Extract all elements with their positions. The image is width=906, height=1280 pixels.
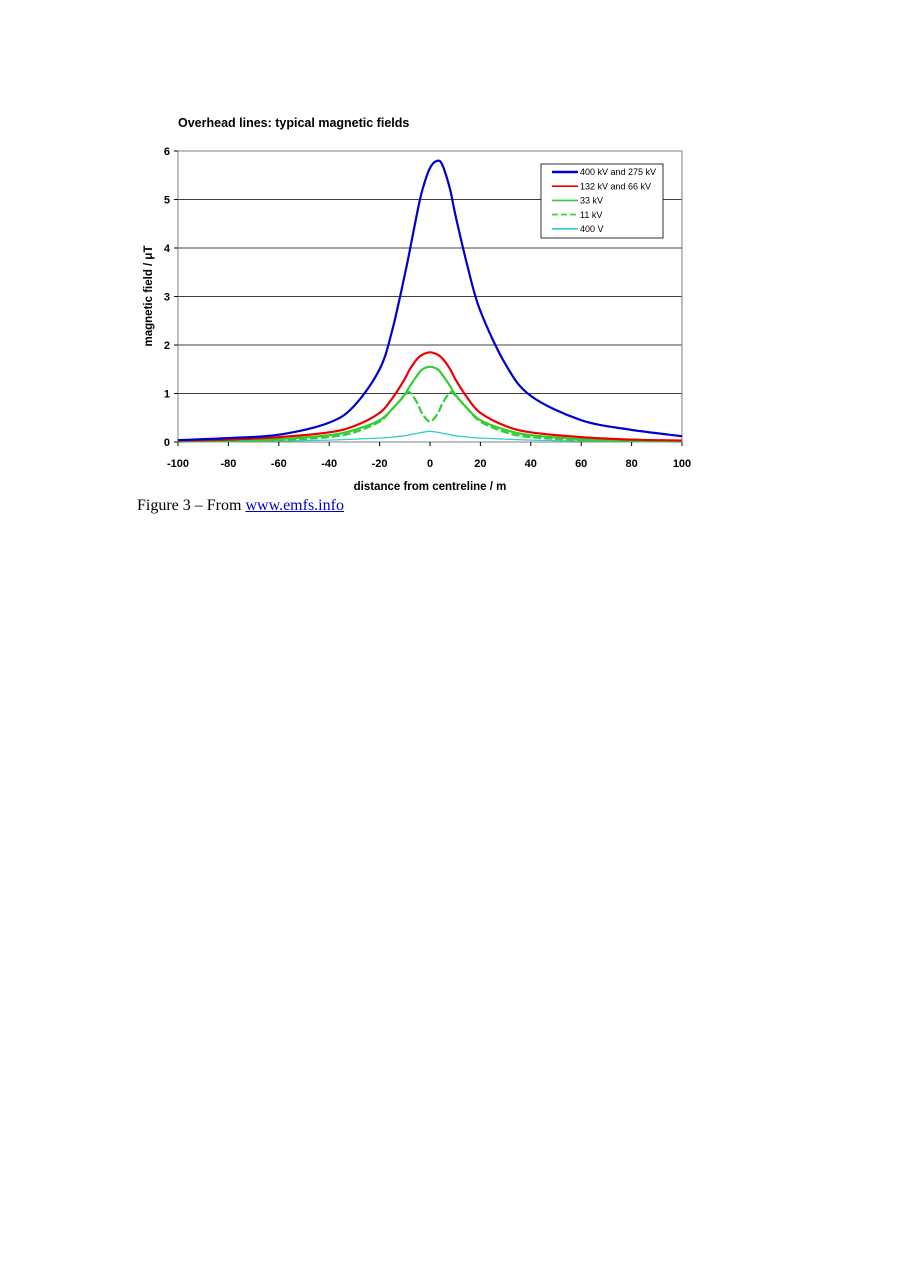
y-axis-label: magnetic field / μT (143, 246, 155, 347)
x-tick-label-8: 60 (575, 458, 587, 470)
legend-label-4: 400 V (580, 224, 604, 234)
y-tick-label-2: 2 (164, 340, 170, 352)
x-tick-label-5: 0 (427, 458, 433, 470)
series-lines (177, 159, 683, 443)
figure-caption: Figure 3 – From www.emfs.info (137, 497, 344, 515)
legend-label-2: 33 kV (580, 196, 603, 206)
legend: 400 kV and 275 kV 132 kV and 66 kV 33 kV 11… (540, 163, 664, 239)
x-axis: -100 -80 -60 -40 -20 0 20 40 60 80 100 (167, 442, 691, 470)
y-tick-label-1: 1 (164, 389, 170, 401)
x-tick-label-3: -40 (321, 458, 337, 470)
y-tick-label-5: 5 (164, 195, 170, 207)
caption-prefix: Figure 3 – From (137, 497, 246, 514)
legend-label-1: 132 kV and 66 kV (580, 181, 651, 191)
x-tick-label-2: -60 (271, 458, 287, 470)
x-tick-label-10: 100 (673, 458, 691, 470)
x-tick-label-7: 40 (525, 458, 537, 470)
y-tick-label-0: 0 (164, 437, 170, 449)
series-line-3 (177, 390, 683, 443)
y-tick-label-3: 3 (164, 292, 170, 304)
y-tick-label-4: 4 (164, 243, 171, 255)
caption-link[interactable]: www.emfs.info (245, 497, 344, 514)
x-tick-label-0: -100 (167, 458, 189, 470)
x-tick-label-6: 20 (474, 458, 486, 470)
x-tick-label-9: 80 (625, 458, 637, 470)
legend-label-0: 400 kV and 275 kV (580, 167, 656, 177)
series-line-0 (177, 159, 683, 442)
legend-label-3: 11 kV (580, 210, 602, 220)
chart-title: Overhead lines: typical magnetic fields (178, 116, 409, 130)
series-line-2 (177, 365, 683, 443)
y-tick-label-6: 6 (164, 146, 170, 158)
x-tick-label-4: -20 (372, 458, 388, 470)
y-axis: 0 1 2 3 4 5 6 (164, 146, 178, 449)
chart: Overhead lines: typical magnetic fields … (143, 116, 691, 493)
gridlines (178, 199, 682, 394)
x-axis-label: distance from centreline / m (354, 481, 507, 493)
x-tick-label-1: -80 (220, 458, 236, 470)
series-line-4 (177, 430, 683, 443)
series-line-1 (177, 351, 683, 442)
